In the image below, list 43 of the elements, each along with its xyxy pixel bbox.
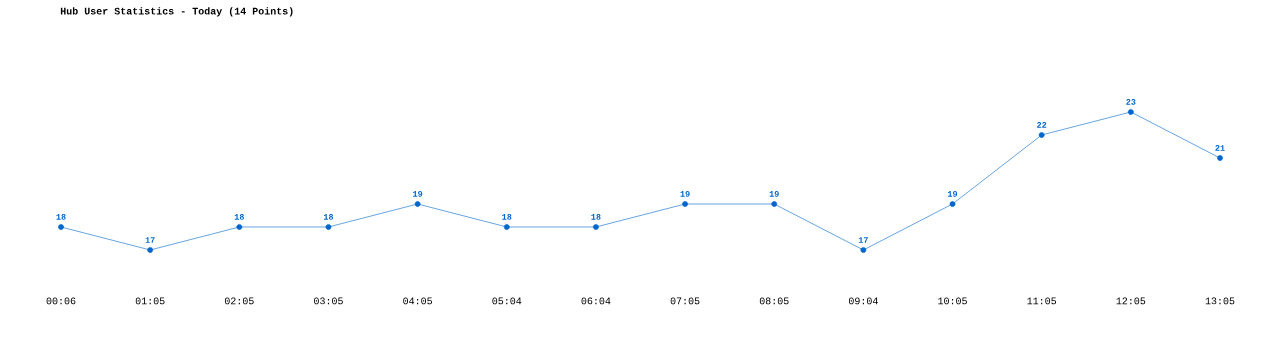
- x-tick-label: 09:04: [848, 297, 878, 305]
- x-tick-label: 03:05: [314, 297, 343, 305]
- point: [682, 201, 688, 207]
- point: [949, 201, 956, 207]
- data-label: 18: [323, 214, 334, 220]
- point: [1038, 132, 1045, 138]
- point: [1127, 109, 1134, 115]
- x-tick-label: 08:05: [759, 297, 789, 305]
- data-label: 21: [1215, 145, 1225, 151]
- data-label: 18: [56, 214, 66, 220]
- x-tick-label: 05:04: [492, 297, 522, 305]
- x-tick-label: 12:05: [1116, 297, 1146, 305]
- point: [1217, 155, 1223, 161]
- x-tick-label: 11:05: [1027, 297, 1057, 305]
- data-label: 17: [858, 237, 868, 243]
- point: [503, 224, 510, 230]
- point: [771, 201, 778, 207]
- x-tick-label: 06:04: [581, 297, 611, 305]
- data-label: 23: [1126, 99, 1136, 105]
- x-tick-label: 10:05: [938, 297, 967, 305]
- x-tick-label: 01:05: [135, 297, 165, 305]
- data-label: 19: [680, 191, 690, 197]
- point: [593, 224, 599, 230]
- point: [414, 201, 421, 207]
- chart-title: Hub User Statistics - Today (14 Points): [60, 7, 293, 17]
- data-label: 19: [948, 191, 958, 197]
- point: [325, 224, 332, 230]
- data-label: 19: [413, 191, 423, 197]
- data-label: 22: [1037, 122, 1047, 128]
- data-label: 18: [591, 214, 601, 220]
- point: [147, 247, 154, 253]
- x-tick-label: 00:06: [46, 297, 76, 305]
- x-tick-label: 04:05: [403, 297, 432, 305]
- data-label: 18: [234, 214, 244, 220]
- data-label: 19: [769, 191, 779, 197]
- x-tick-label: 07:05: [670, 297, 700, 305]
- x-tick-label: 02:05: [224, 297, 254, 305]
- data-label: 18: [502, 214, 512, 220]
- data-label: 17: [145, 237, 155, 243]
- x-tick-label: 13:05: [1205, 297, 1235, 305]
- point: [860, 247, 867, 253]
- point: [236, 224, 243, 230]
- point: [58, 224, 64, 230]
